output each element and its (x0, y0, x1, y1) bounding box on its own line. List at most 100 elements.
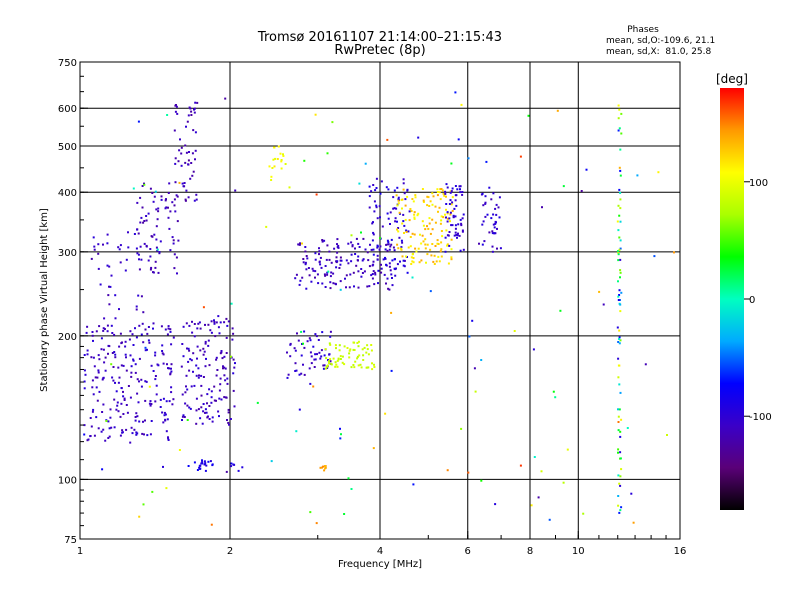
data-point (135, 247, 138, 250)
data-point (324, 465, 326, 467)
data-point (318, 260, 321, 263)
data-point (204, 323, 206, 326)
data-point (186, 388, 189, 391)
data-point (389, 211, 392, 214)
data-point (427, 196, 430, 199)
data-point (616, 220, 619, 223)
data-point (174, 210, 177, 213)
data-point (187, 347, 190, 350)
data-point (83, 380, 86, 383)
data-point (322, 465, 325, 468)
data-point (131, 333, 134, 336)
data-point (360, 268, 363, 270)
data-point (416, 214, 419, 217)
data-point (618, 166, 621, 169)
data-point (304, 250, 307, 253)
data-point (137, 253, 140, 256)
data-point (449, 211, 452, 214)
chart-title: Tromsø 20161107 21:14:00–21:15:43 (257, 30, 502, 45)
data-point (386, 212, 389, 215)
data-point (205, 411, 208, 414)
data-point (331, 121, 334, 124)
data-point (117, 410, 120, 413)
data-point (218, 332, 221, 335)
data-point (154, 351, 157, 354)
data-point (314, 358, 317, 361)
data-point (620, 112, 623, 115)
data-point (184, 199, 187, 202)
data-point (198, 374, 200, 377)
data-point (400, 248, 403, 251)
data-point (620, 132, 623, 135)
data-point (276, 158, 279, 160)
data-point (363, 346, 366, 349)
data-point (332, 272, 335, 275)
data-point (386, 243, 389, 246)
data-point (175, 105, 178, 108)
data-point (172, 242, 175, 245)
data-point (210, 331, 213, 334)
data-point (405, 230, 408, 233)
data-point (104, 356, 107, 359)
data-point (371, 273, 374, 275)
data-point (118, 345, 121, 348)
data-point (451, 201, 454, 204)
data-point (361, 259, 364, 262)
data-point (392, 207, 395, 210)
data-point (149, 433, 152, 436)
data-point (149, 187, 152, 190)
data-point (97, 252, 100, 255)
data-point (371, 239, 374, 242)
data-point (120, 402, 123, 405)
data-point (431, 228, 434, 231)
data-point (142, 420, 144, 423)
data-point (373, 366, 376, 368)
data-point (493, 226, 496, 229)
colorbar-ticks: 100 0 -100 (744, 178, 772, 423)
data-point (144, 328, 147, 331)
data-point (164, 207, 167, 210)
data-point (383, 273, 386, 276)
data-point (210, 390, 213, 393)
data-point (163, 411, 166, 414)
data-point (302, 258, 305, 260)
data-point (447, 234, 450, 237)
data-point (208, 405, 211, 407)
data-point (202, 353, 205, 356)
data-point (318, 253, 320, 256)
data-point (315, 193, 318, 196)
data-point (271, 167, 274, 169)
data-point (302, 342, 304, 345)
data-point (445, 229, 448, 232)
data-point (118, 376, 121, 379)
data-point (215, 321, 218, 324)
data-point (450, 238, 453, 241)
data-point (562, 481, 565, 484)
data-point (169, 210, 172, 213)
data-point (162, 362, 165, 365)
data-point (445, 183, 448, 186)
data-point (135, 305, 138, 308)
data-point (231, 338, 234, 341)
data-point (481, 243, 484, 246)
data-point (194, 158, 196, 161)
data-point (115, 408, 118, 411)
data-point (218, 397, 221, 400)
data-point (208, 388, 211, 391)
data-point (308, 367, 311, 370)
data-point (202, 347, 205, 350)
data-point (619, 276, 621, 279)
data-point (450, 162, 453, 165)
data-point (402, 178, 405, 181)
data-point (187, 465, 190, 467)
data-point (173, 204, 176, 207)
data-point (409, 208, 412, 210)
data-point (533, 456, 536, 458)
data-point (113, 426, 116, 429)
data-point (422, 201, 425, 203)
data-point (356, 342, 359, 344)
data-point (270, 175, 273, 178)
data-point (314, 276, 316, 279)
data-point (169, 373, 172, 376)
data-point (129, 330, 132, 333)
